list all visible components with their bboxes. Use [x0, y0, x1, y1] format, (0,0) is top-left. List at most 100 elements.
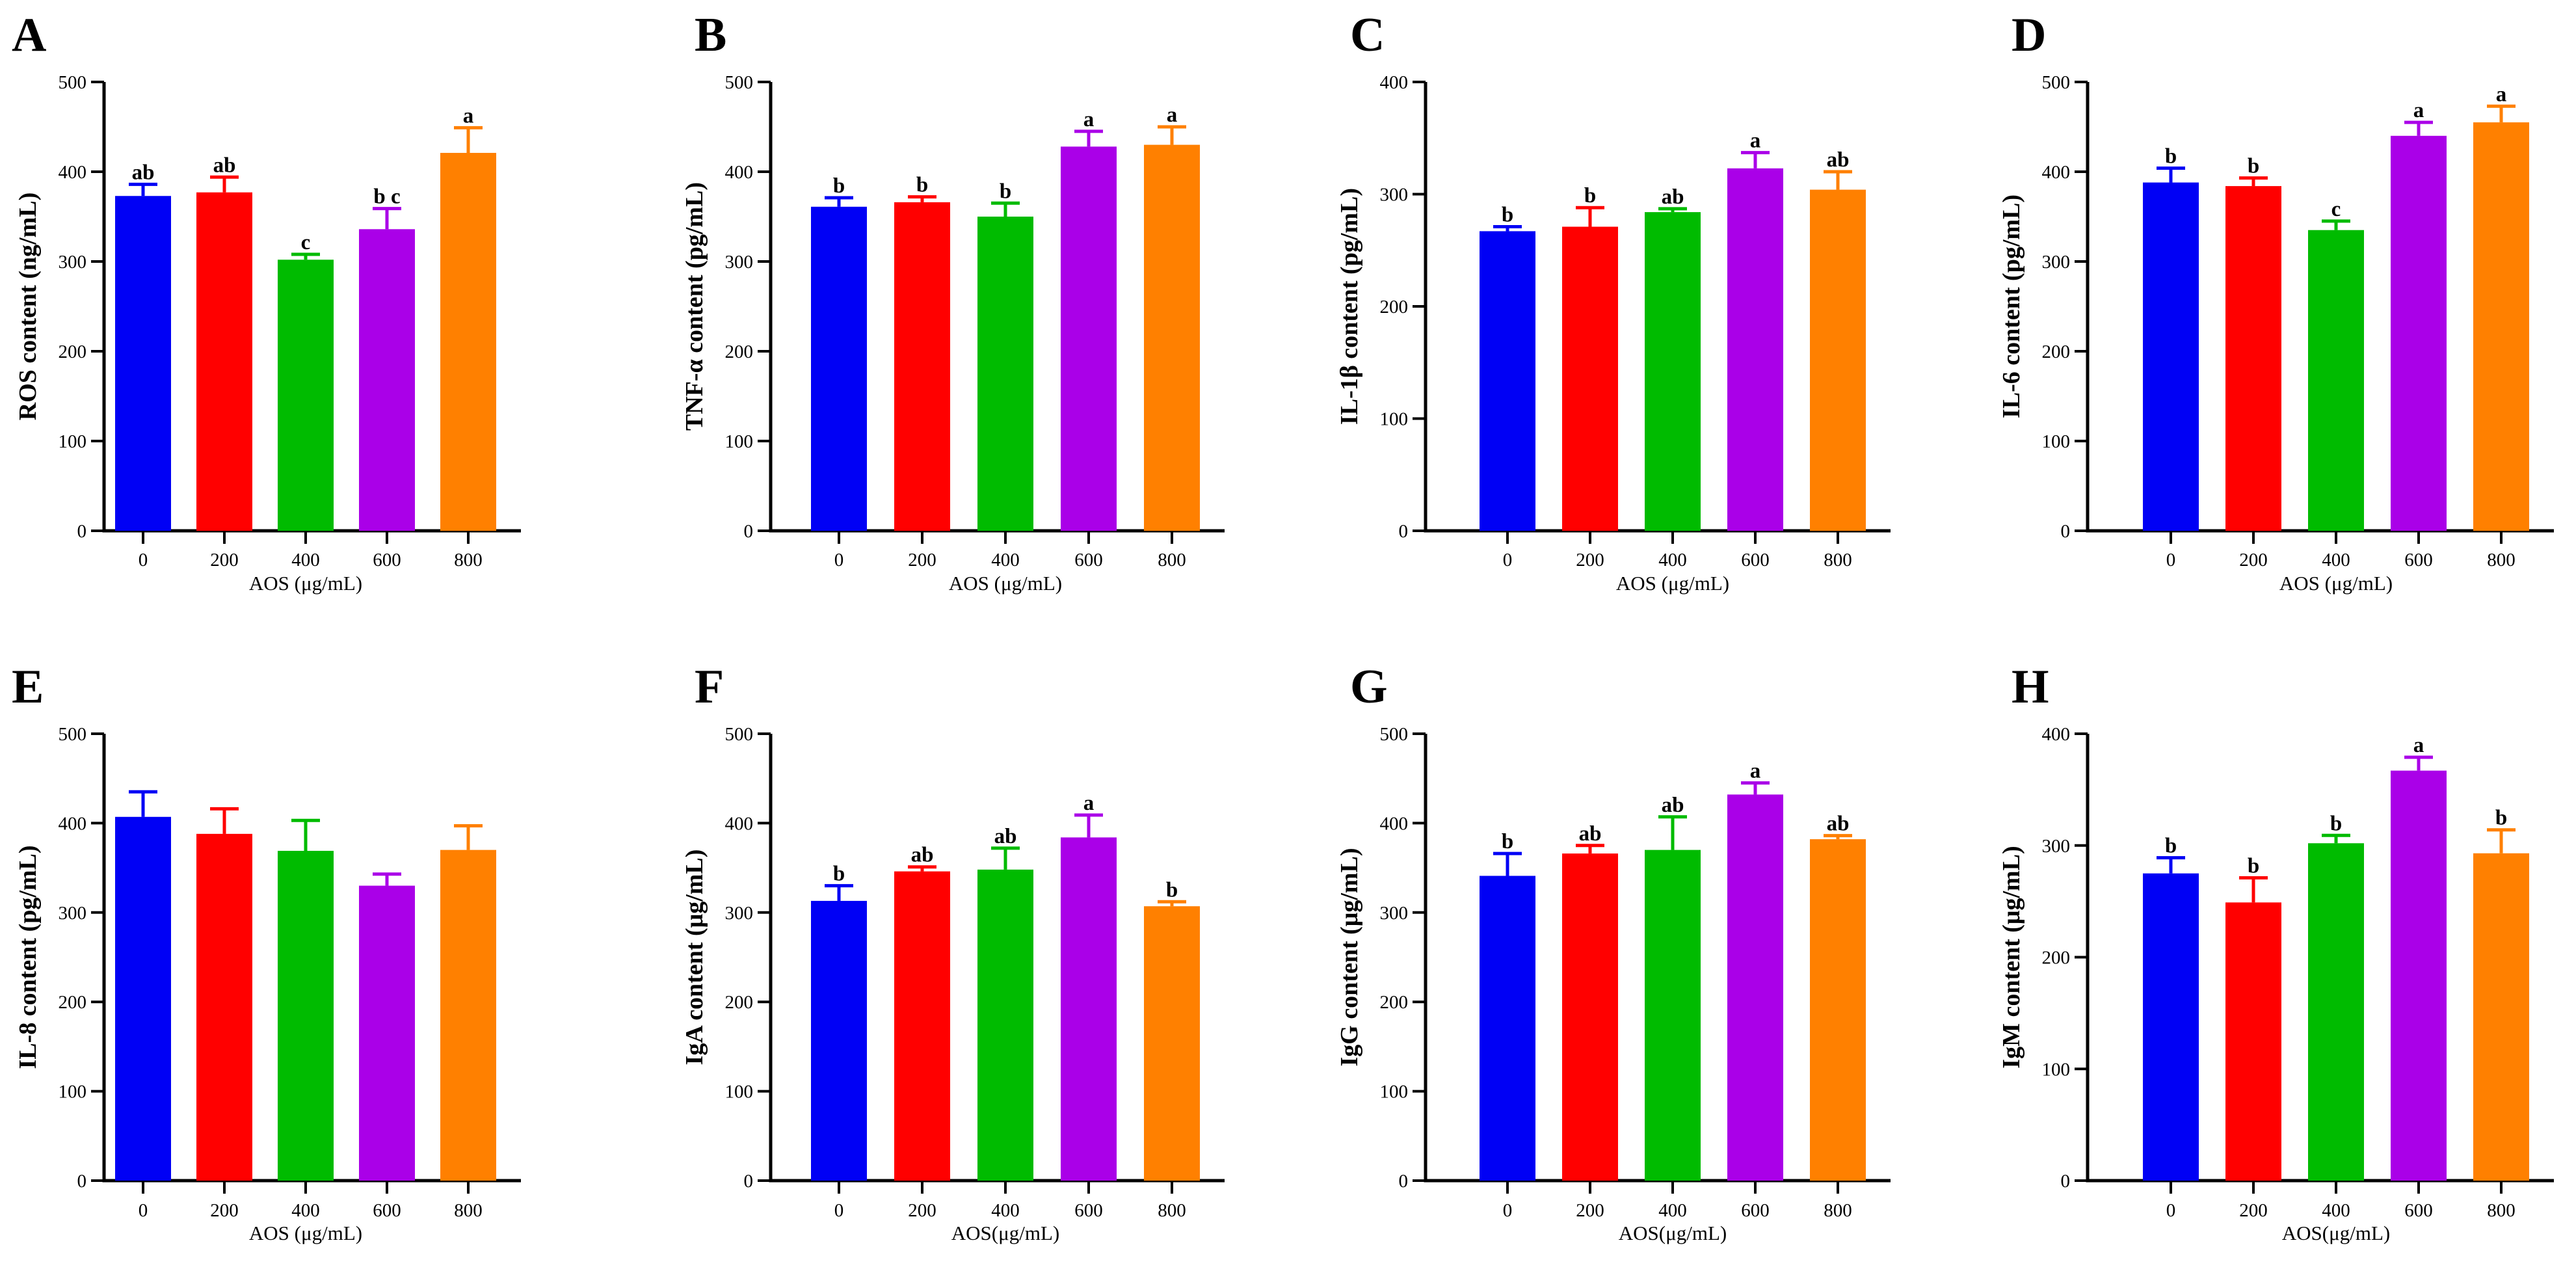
- chart-e-bar-400: [278, 850, 334, 1181]
- chart-a-bar-0: [115, 196, 171, 531]
- chart-g-y-tick-label: 200: [1380, 992, 1409, 1013]
- chart-a-y-tick-label: 200: [59, 342, 87, 362]
- chart-g-significance-label: b: [1502, 830, 1513, 853]
- chart-b-y-axis-title: TNF-α content (pg/mL): [681, 182, 708, 431]
- chart-c-x-tick-label: 0: [1503, 550, 1513, 570]
- chart-h-y-tick-label: 300: [2042, 836, 2071, 857]
- chart-e-x-tick-label: 0: [139, 1200, 148, 1221]
- chart-a-y-tick-label: 300: [59, 252, 87, 273]
- chart-f-panel-letter: F: [695, 660, 724, 714]
- chart-g-y-tick-label: 400: [1380, 813, 1409, 834]
- chart-b-y-tick-label: 300: [725, 252, 754, 273]
- chart-c-significance-label: b: [1584, 184, 1596, 208]
- chart-f-bar-400: [977, 869, 1033, 1181]
- chart-e-bar-200: [196, 833, 252, 1181]
- chart-c-y-tick-label: 100: [1380, 409, 1409, 430]
- chart-d-significance-label: c: [2331, 198, 2341, 221]
- chart-d-y-tick-label: 100: [2042, 431, 2071, 452]
- chart-e-bar-800: [440, 850, 496, 1181]
- chart-e-x-tick-label: 400: [291, 1200, 320, 1221]
- chart-d-x-tick-label: 600: [2404, 550, 2433, 570]
- chart-b-significance-label: b: [1000, 180, 1011, 203]
- chart-g-bar-200: [1562, 853, 1618, 1181]
- chart-g-x-tick-label: 200: [1576, 1200, 1604, 1221]
- chart-a-y-tick-label: 500: [59, 72, 87, 93]
- chart-f-y-tick-label: 300: [725, 903, 754, 924]
- chart-e: E 0 100 200 300 400 500 0 200 400 600 800 AOS (μg/mL…: [12, 660, 521, 1244]
- chart-c-x-tick-label: 800: [1824, 550, 1852, 570]
- chart-g-x-tick-label: 600: [1741, 1200, 1770, 1221]
- chart-d-bar-0: [2143, 182, 2199, 531]
- chart-d-bar-800: [2473, 122, 2529, 531]
- chart-h-significance-label: b: [2330, 812, 2342, 835]
- chart-d-significance-label: a: [2413, 99, 2424, 122]
- chart-d-x-tick-label: 800: [2487, 550, 2516, 570]
- chart-h-y-tick-label: 200: [2042, 948, 2071, 969]
- chart-g-panel-letter: G: [1350, 660, 1388, 714]
- chart-e-bar-600: [359, 885, 415, 1181]
- chart-e-y-tick-label: 100: [59, 1082, 87, 1103]
- chart-f-significance-label: a: [1083, 792, 1095, 815]
- chart-e-y-axis-title: IL-8 content (pg/mL): [14, 845, 42, 1069]
- chart-b-y-tick-label: 0: [744, 521, 754, 542]
- chart-f-x-tick-label: 0: [834, 1200, 844, 1221]
- chart-b: B 0 100 200 300 400 500 0 b 200 b 400 b 600 a 800 a AOS (…: [681, 8, 1225, 595]
- chart-e-y-tick-label: 0: [77, 1171, 87, 1192]
- chart-d: D 0 100 200 300 400 500 0 b 200 b 400 c 600 a 800 a AOS (…: [1998, 8, 2554, 595]
- chart-g: G 0 100 200 300 400 500 0 b 200 ab 400 ab 600 a 800 ab AO…: [1336, 660, 1891, 1244]
- chart-h-x-axis-title: AOS(μg/mL): [2282, 1222, 2390, 1244]
- chart-g-significance-label: ab: [1579, 822, 1602, 846]
- chart-b-y-tick-label: 200: [725, 342, 754, 362]
- chart-f: F 0 100 200 300 400 500 0 b 200 ab 400 ab 600 a 800 b AOS…: [681, 660, 1225, 1244]
- chart-c-bar-400: [1645, 212, 1701, 531]
- chart-b-x-tick-label: 800: [1158, 550, 1186, 570]
- chart-h-significance-label: a: [2413, 734, 2424, 757]
- chart-c-bar-800: [1810, 189, 1866, 531]
- chart-b-y-tick-label: 400: [725, 162, 754, 183]
- chart-g-significance-label: a: [1750, 760, 1761, 783]
- chart-a-bar-800: [440, 153, 496, 531]
- chart-h-x-tick-label: 800: [2487, 1200, 2516, 1221]
- chart-g-bar-800: [1810, 839, 1866, 1181]
- chart-c-y-tick-label: 200: [1380, 297, 1409, 317]
- chart-h-significance-label: b: [2248, 855, 2259, 878]
- chart-h-significance-label: b: [2495, 807, 2507, 830]
- chart-f-significance-label: b: [833, 863, 845, 886]
- chart-b-bar-0: [811, 206, 867, 531]
- chart-a-x-axis-title: AOS (μg/mL): [249, 572, 362, 595]
- chart-a-significance-label: b c: [373, 185, 400, 209]
- chart-b-x-tick-label: 600: [1074, 550, 1103, 570]
- chart-f-y-tick-label: 400: [725, 813, 754, 834]
- chart-f-x-tick-label: 600: [1074, 1200, 1103, 1221]
- chart-c-x-tick-label: 600: [1741, 550, 1770, 570]
- chart-a-significance-label: a: [463, 104, 474, 127]
- chart-f-bar-200: [894, 871, 950, 1181]
- chart-d-bar-400: [2308, 230, 2364, 531]
- chart-d-y-tick-label: 500: [2042, 72, 2071, 93]
- chart-a-significance-label: ab: [132, 161, 155, 184]
- chart-c-significance-label: a: [1750, 129, 1761, 153]
- chart-d-x-axis-title: AOS (μg/mL): [2279, 572, 2393, 595]
- chart-f-bar-600: [1061, 837, 1117, 1181]
- chart-h-bar-0: [2143, 873, 2199, 1181]
- chart-c: C 0 100 200 300 400 0 b 200 b 400 ab 600 a 800 ab AOS (μ…: [1336, 8, 1891, 595]
- chart-g-x-axis-title: AOS(μg/mL): [1619, 1222, 1727, 1244]
- chart-f-y-axis-title: IgA content (μg/mL): [681, 850, 708, 1065]
- chart-b-significance-label: a: [1083, 108, 1095, 131]
- chart-c-x-tick-label: 400: [1658, 550, 1687, 570]
- chart-f-y-tick-label: 200: [725, 992, 754, 1013]
- chart-h-bar-200: [2225, 902, 2281, 1181]
- chart-b-bar-800: [1144, 144, 1200, 531]
- chart-a-x-tick-label: 0: [139, 550, 148, 570]
- chart-d-significance-label: b: [2165, 144, 2177, 168]
- chart-c-bar-0: [1480, 231, 1535, 531]
- chart-b-x-tick-label: 400: [991, 550, 1020, 570]
- chart-a-y-tick-label: 0: [77, 521, 87, 542]
- chart-d-bar-600: [2391, 135, 2447, 531]
- chart-g-bar-0: [1480, 876, 1535, 1181]
- chart-g-y-axis-title: IgG content (μg/mL): [1336, 848, 1363, 1066]
- chart-b-significance-label: b: [833, 174, 845, 198]
- chart-g-y-tick-label: 300: [1380, 903, 1409, 924]
- chart-h-bar-400: [2308, 843, 2364, 1181]
